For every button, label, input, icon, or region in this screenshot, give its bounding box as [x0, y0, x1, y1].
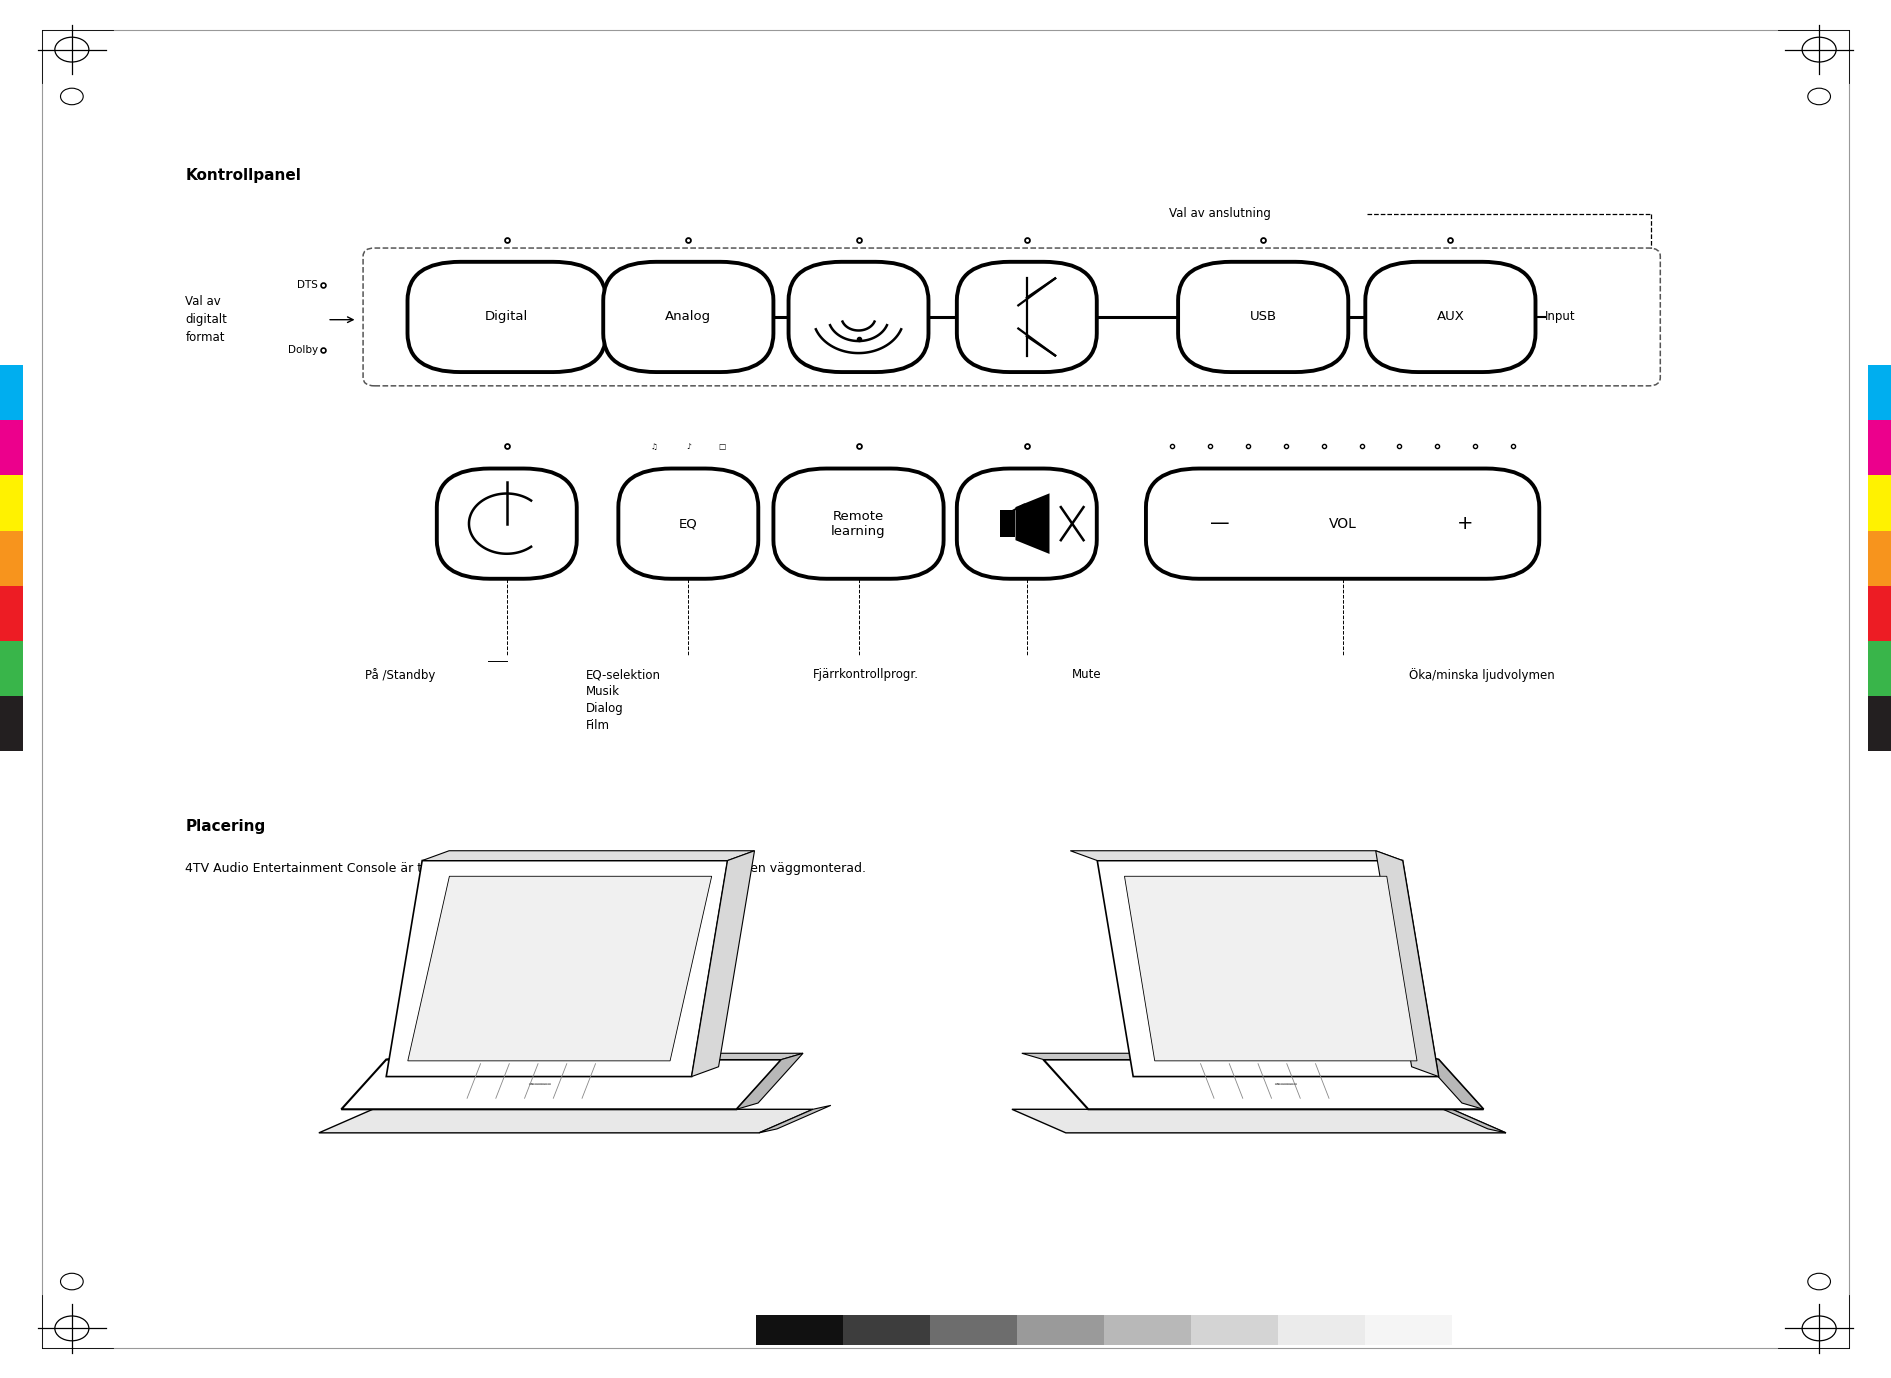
Text: ♫: ♫	[651, 442, 658, 451]
Text: 4TV Audio Entertainment Console är tänkt att placeras under TV:n eller på en hyl: 4TV Audio Entertainment Console är tänkt…	[185, 861, 866, 875]
Bar	[1868, 696, 1891, 751]
FancyBboxPatch shape	[618, 469, 758, 579]
Text: DTS: DTS	[297, 280, 318, 291]
FancyBboxPatch shape	[773, 469, 944, 579]
Polygon shape	[386, 860, 728, 1076]
Bar	[1868, 420, 1891, 475]
Polygon shape	[340, 1060, 781, 1109]
Polygon shape	[422, 850, 755, 860]
FancyBboxPatch shape	[957, 469, 1097, 579]
Polygon shape	[692, 850, 755, 1076]
Bar	[0, 641, 23, 696]
Bar	[1868, 641, 1891, 696]
Text: EQ-selektion
Musik
Dialog
Film: EQ-selektion Musik Dialog Film	[586, 668, 662, 732]
Polygon shape	[1015, 493, 1050, 554]
Bar	[1017, 1315, 1104, 1345]
Polygon shape	[386, 1053, 804, 1060]
Text: Placering: Placering	[185, 820, 265, 834]
Text: Analog: Analog	[666, 310, 711, 324]
Text: VOL: VOL	[1329, 517, 1356, 531]
Bar	[1365, 1315, 1452, 1345]
Bar	[0, 531, 23, 586]
Polygon shape	[1097, 860, 1439, 1076]
Text: Input: Input	[1545, 310, 1575, 324]
FancyBboxPatch shape	[437, 469, 577, 579]
FancyBboxPatch shape	[1365, 262, 1535, 372]
Bar	[1868, 365, 1891, 420]
FancyBboxPatch shape	[1178, 262, 1348, 372]
Text: EQ: EQ	[679, 517, 698, 531]
FancyBboxPatch shape	[408, 262, 605, 372]
Text: Val av
digitalt
format: Val av digitalt format	[185, 295, 227, 344]
Bar	[0, 475, 23, 531]
Bar	[0, 365, 23, 420]
FancyBboxPatch shape	[957, 262, 1097, 372]
Text: Mute: Mute	[1072, 668, 1102, 681]
Text: ═══════: ═══════	[1275, 1082, 1297, 1087]
Bar	[0, 586, 23, 641]
Polygon shape	[1416, 1053, 1484, 1109]
FancyBboxPatch shape	[603, 262, 773, 372]
Bar	[1868, 586, 1891, 641]
Text: Val av anslutning: Val av anslutning	[1169, 207, 1271, 220]
Bar	[1000, 510, 1015, 537]
Polygon shape	[408, 876, 711, 1061]
Polygon shape	[736, 1053, 804, 1109]
Bar	[1868, 475, 1891, 531]
Polygon shape	[1125, 876, 1416, 1061]
Text: USB: USB	[1250, 310, 1276, 324]
Polygon shape	[758, 1105, 830, 1133]
Text: Fjärrkontrollprogr.: Fjärrkontrollprogr.	[813, 668, 919, 681]
Text: Öka/minska ljudvolymen: Öka/minska ljudvolymen	[1409, 668, 1554, 682]
Text: ═══════: ═══════	[528, 1082, 550, 1087]
Bar	[843, 1315, 930, 1345]
Polygon shape	[320, 1109, 813, 1133]
Bar	[1191, 1315, 1278, 1345]
Bar	[1868, 531, 1891, 586]
Text: +: +	[1458, 514, 1473, 533]
Text: AUX: AUX	[1437, 310, 1464, 324]
Text: På /Standby: På /Standby	[365, 668, 435, 682]
Text: Dolby: Dolby	[287, 344, 318, 356]
Text: —: —	[1210, 514, 1229, 533]
Text: □: □	[719, 442, 726, 451]
Polygon shape	[1433, 1105, 1505, 1133]
FancyBboxPatch shape	[789, 262, 928, 372]
Polygon shape	[1377, 850, 1439, 1076]
Polygon shape	[1044, 1060, 1484, 1109]
Bar	[0, 420, 23, 475]
Polygon shape	[1021, 1053, 1439, 1060]
Bar	[756, 1315, 843, 1345]
Polygon shape	[1012, 1109, 1505, 1133]
Bar	[1278, 1315, 1365, 1345]
Text: Kontrollpanel: Kontrollpanel	[185, 168, 301, 182]
Polygon shape	[1070, 850, 1403, 860]
Text: Remote
learning: Remote learning	[832, 510, 885, 537]
FancyBboxPatch shape	[1146, 469, 1539, 579]
Bar	[0, 696, 23, 751]
Text: ♪: ♪	[686, 442, 690, 451]
Bar	[930, 1315, 1017, 1345]
Bar	[1104, 1315, 1191, 1345]
Text: Digital: Digital	[486, 310, 528, 324]
